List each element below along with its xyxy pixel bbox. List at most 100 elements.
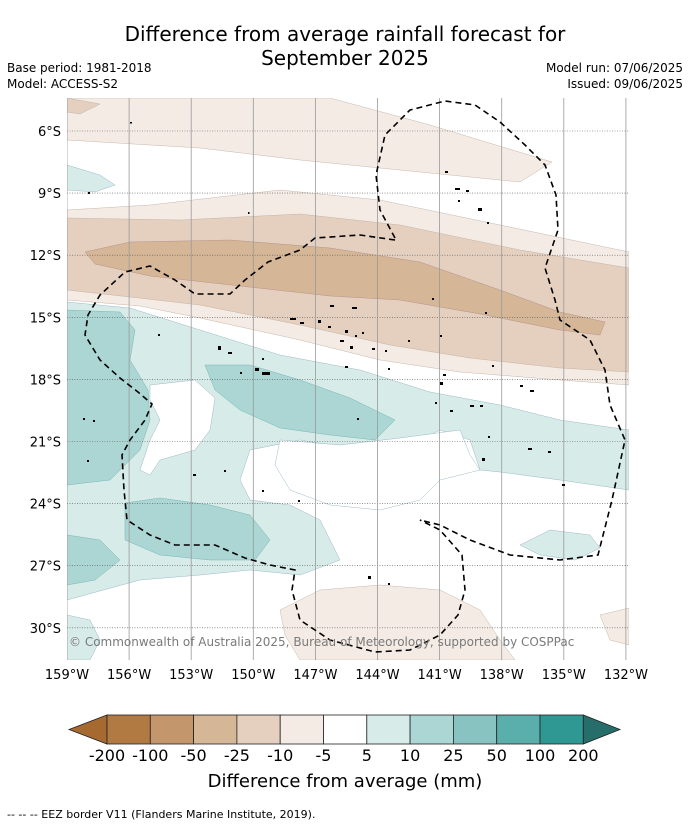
island: [450, 410, 453, 412]
colorbar-segment: [106, 714, 151, 745]
lat-label: 6°S: [38, 125, 61, 140]
island: [528, 448, 532, 450]
colorbar-tick-label: -10: [267, 746, 293, 765]
island: [228, 352, 232, 354]
island: [255, 368, 259, 371]
island: [93, 420, 95, 422]
lon-label: 150°W: [231, 668, 275, 683]
longitude-labels: 159°W 156°W 153°W 150°W 147°W 144°W 141°W 138°W…: [45, 668, 648, 683]
colorbar-tick-label: -25: [224, 746, 250, 765]
island: [318, 320, 321, 323]
island: [362, 332, 364, 334]
island: [218, 346, 221, 350]
colorbar-labels: -200 -100 -50 -25 -10 -5 5 10 25 50 100 200: [89, 746, 599, 765]
island: [300, 322, 304, 324]
dry-band-core: [84, 239, 606, 336]
colorbar-segment: [496, 714, 541, 745]
island: [385, 350, 387, 352]
island: [158, 334, 160, 336]
colorbar-segment: [323, 714, 368, 745]
wet-region-central: [204, 364, 396, 441]
colorbar-tick-label: -5: [316, 746, 332, 765]
lon-label: 141°W: [418, 668, 462, 683]
island: [240, 372, 242, 374]
island: [445, 171, 448, 173]
base-period: Base period: 1981-2018: [7, 61, 152, 75]
island: [520, 385, 523, 387]
colorbar-tick-label: 5: [362, 746, 372, 765]
latitude-labels: 6°S 9°S 12°S 15°S 18°S 21°S 24°S 27°S 30°S: [30, 125, 61, 637]
lon-label: 147°W: [293, 668, 337, 683]
lon-label: 159°W: [45, 668, 89, 683]
island: [482, 458, 485, 461]
colorbar-segment: [193, 714, 238, 745]
lat-label: 9°S: [38, 187, 61, 202]
island: [193, 474, 196, 476]
island: [440, 335, 442, 337]
wet-region-northwest: [67, 164, 116, 193]
island: [372, 348, 375, 350]
colorbar-segment: [409, 714, 454, 745]
lat-label: 12°S: [30, 249, 61, 264]
colorbar-tick-label: 10: [400, 746, 420, 765]
colorbar-segment: [539, 714, 584, 745]
colorbar-tick-label: -100: [132, 746, 168, 765]
island: [340, 340, 344, 342]
island: [368, 576, 371, 579]
island: [455, 188, 460, 190]
island: [408, 340, 410, 342]
island: [224, 470, 226, 472]
meta-right: Model run: 07/06/2025 Issued: 09/06/2025: [546, 60, 683, 92]
island: [290, 318, 296, 320]
dry-region-north: [67, 98, 553, 183]
island: [492, 365, 494, 367]
colorbar: [67, 714, 622, 745]
lon-label: 132°W: [604, 668, 648, 683]
island: [487, 222, 489, 224]
colorbar-tick-label: 25: [443, 746, 463, 765]
island: [345, 330, 348, 333]
eez-border: [84, 100, 626, 653]
dry-region-south: [279, 584, 516, 660]
island: [130, 122, 132, 124]
lat-label: 18°S: [30, 373, 61, 388]
island: [83, 418, 85, 420]
island: [485, 312, 487, 314]
island: [355, 335, 357, 337]
island: [488, 436, 490, 438]
island: [388, 368, 390, 370]
lat-label: 21°S: [30, 436, 61, 451]
lon-label: 135°W: [542, 668, 586, 683]
island: [470, 405, 474, 407]
copyright-notice: © Commonwealth of Australia 2025, Bureau…: [69, 635, 574, 649]
island: [88, 192, 90, 194]
dry-region-north-tip: [67, 98, 101, 115]
colorbar-segment: [236, 714, 281, 745]
rainfall-anomaly-field: [67, 98, 629, 660]
lon-label: 138°W: [480, 668, 524, 683]
island: [345, 366, 348, 368]
island: [262, 490, 264, 492]
map-title: Difference from average rainfall forecas…: [0, 22, 690, 70]
model-name: Model: ACCESS-S2: [7, 77, 119, 91]
eez-border-line-west: [84, 234, 466, 653]
island: [350, 346, 353, 349]
island: [352, 307, 357, 309]
dry-region-southeast: [599, 607, 629, 646]
wet-region-far-south: [67, 614, 101, 660]
island: [466, 190, 469, 192]
wet-region-far-southwest: [67, 534, 121, 586]
wet-region-east: [519, 529, 601, 561]
issued-date: Issued: 09/06/2025: [567, 77, 683, 91]
island: [458, 200, 460, 202]
colorbar-tick-label: 100: [525, 746, 556, 765]
lon-label: 144°W: [355, 668, 399, 683]
island: [87, 460, 89, 462]
lon-label: 153°W: [169, 668, 213, 683]
island: [530, 390, 534, 392]
island: [440, 382, 443, 385]
colorbar-tick-label: -200: [89, 746, 125, 765]
island: [248, 212, 250, 214]
model-run: Model run: 07/06/2025: [545, 61, 683, 75]
